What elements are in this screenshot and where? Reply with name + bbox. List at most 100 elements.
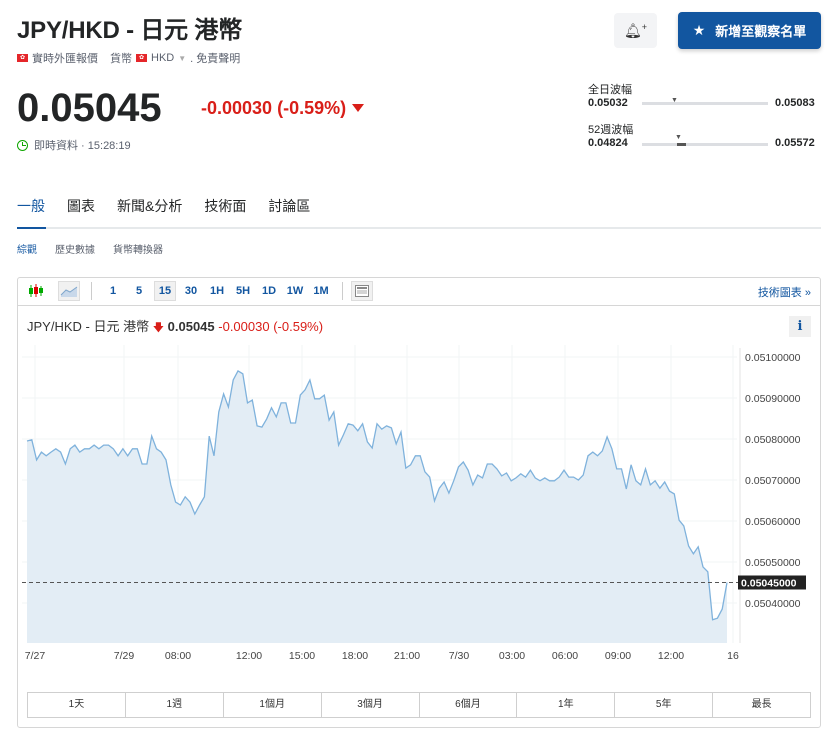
candlestick-icon[interactable] — [25, 281, 47, 301]
sub-tabs: 綜觀 歷史數據 貨幣轉換器 — [17, 241, 163, 256]
interval-1H[interactable]: 1H — [209, 285, 225, 297]
status-text: 即時資料 · 15:28:19 — [34, 140, 131, 152]
watchlist-label: 新增至觀察名單 — [715, 24, 807, 39]
layout-icon[interactable] — [351, 281, 373, 301]
y-tick-label: 0.05060000 — [745, 516, 801, 528]
x-tick-label: 7/30 — [449, 650, 470, 662]
period-button[interactable]: 6個月 — [420, 693, 518, 717]
technical-chart-link[interactable]: 技術圖表 » — [757, 287, 811, 299]
tab-chart[interactable]: 圖表 — [67, 198, 95, 214]
toolbar-divider — [342, 282, 343, 300]
quote-type: 實時外匯報價 — [32, 53, 98, 65]
week52-range-high: 0.05572 — [775, 137, 815, 149]
interval-5H[interactable]: 5H — [235, 285, 251, 297]
chart-instrument: JPY/HKD - 日元 港幣 — [27, 319, 150, 334]
interval-1[interactable]: 1 — [109, 285, 117, 297]
create-alert-button[interactable]: 🔔︎+ — [614, 13, 657, 48]
day-range-label: 全日波幅 — [588, 84, 632, 96]
x-tick-label: 7/29 — [114, 650, 135, 662]
week52-range-fill — [677, 143, 686, 146]
disclaimer-link[interactable]: . 免責聲明 — [190, 53, 241, 65]
add-to-watchlist-button[interactable]: ★ 新增至觀察名單 — [678, 12, 821, 49]
x-tick-label: 15:00 — [289, 650, 315, 662]
y-tick-label: 0.05050000 — [745, 557, 801, 569]
x-tick-label: 12:00 — [236, 650, 262, 662]
area-chart-icon[interactable] — [58, 281, 80, 301]
bell-plus-icon: 🔔︎+ — [623, 21, 648, 39]
period-button[interactable]: 1天 — [28, 693, 126, 717]
chart-change-percent: (-0.59%) — [273, 319, 324, 334]
period-button[interactable]: 1個月 — [224, 693, 322, 717]
tab-divider — [17, 227, 821, 229]
chart-title: JPY/HKD - 日元 港幣 🡇 0.05045 -0.00030 (-0.5… — [27, 316, 323, 338]
currency-select[interactable]: HKD — [151, 52, 175, 64]
y-tick-label: 0.05100000 — [745, 352, 801, 364]
data-status: 即時資料 · 15:28:19 — [17, 137, 131, 153]
down-triangle-icon — [352, 104, 365, 112]
day-range-bar — [642, 102, 768, 105]
chart-price: 0.05045 — [167, 319, 215, 334]
period-button[interactable]: 1週 — [126, 693, 224, 717]
interval-15[interactable]: 15 — [154, 281, 176, 301]
period-button[interactable]: 3個月 — [322, 693, 420, 717]
day-range-marker-icon: ▼ — [671, 97, 678, 104]
tab-general[interactable]: 一般 — [17, 198, 45, 214]
page-title: JPY/HKD - 日元 港幣 — [17, 17, 243, 44]
x-tick-label: 09:00 — [605, 650, 631, 662]
x-tick-label: 16 — [727, 650, 739, 662]
tab-news[interactable]: 新聞&分析 — [117, 198, 183, 214]
period-button[interactable]: 最長 — [751, 699, 772, 710]
x-tick-label: 12:00 — [658, 650, 684, 662]
y-tick-label: 0.05080000 — [745, 434, 801, 446]
interval-5[interactable]: 5 — [135, 285, 143, 297]
tab-technical[interactable]: 技術面 — [204, 198, 247, 214]
info-button[interactable]: i — [789, 316, 811, 337]
period-selector: 1天 1週 1個月 3個月 6個月 1年 5年 最長 — [27, 692, 811, 718]
subtab-converter[interactable]: 貨幣轉換器 — [113, 245, 163, 256]
down-arrow-icon: 🡇 — [152, 322, 165, 334]
last-price-label: 0.05045000 — [741, 578, 797, 590]
subtab-overview[interactable]: 綜觀 — [17, 245, 37, 256]
toolbar-divider — [91, 282, 92, 300]
period-button[interactable]: 1年 — [517, 693, 616, 717]
chart-toolbar: 1 5 15 30 1H 5H 1D 1W 1M 技術圖表 » — [17, 277, 821, 306]
period-button[interactable]: 5年 — [615, 693, 714, 717]
interval-group: 1 5 15 30 1H 5H 1D 1W 1M — [100, 281, 334, 301]
change-percent: (-0.59%) — [277, 98, 347, 118]
quote-meta: 實時外匯報價 貨幣 HKD ▼ . 免責聲明 — [17, 50, 240, 66]
clock-icon — [17, 139, 28, 151]
y-tick-label: 0.05040000 — [745, 598, 801, 610]
interval-1M[interactable]: 1M — [313, 285, 329, 297]
day-range-high: 0.05083 — [775, 97, 815, 109]
x-tick-label: 21:00 — [394, 650, 420, 662]
price-area — [27, 370, 727, 643]
interval-1W[interactable]: 1W — [286, 285, 304, 297]
chart-container — [17, 277, 821, 728]
x-tick-label: 06:00 — [552, 650, 578, 662]
price-line — [26, 369, 728, 621]
tab-forum[interactable]: 討論區 — [268, 198, 311, 214]
week52-range-marker-icon: ▼ — [675, 134, 682, 141]
interval-1D[interactable]: 1D — [261, 285, 277, 297]
interval-30[interactable]: 30 — [184, 285, 198, 297]
star-icon: ★ — [692, 22, 706, 38]
subtab-historical[interactable]: 歷史數據 — [55, 245, 95, 256]
x-tick-label: 08:00 — [165, 650, 191, 662]
price-change: -0.00030 (-0.59%) — [201, 98, 365, 119]
chart-change-value: -0.00030 — [218, 319, 270, 334]
last-price-tag — [738, 575, 806, 590]
y-tick-label: 0.05090000 — [745, 393, 801, 405]
change-value: -0.00030 — [201, 98, 273, 118]
x-tick-label: 18:00 — [342, 650, 368, 662]
chart-change: -0.00030 (-0.59%) — [218, 319, 323, 334]
last-price: 0.05045 — [17, 86, 162, 130]
week52-range-low: 0.04824 — [588, 137, 628, 149]
hk-flag-icon — [17, 54, 28, 62]
y-tick-label: 0.05070000 — [745, 475, 801, 487]
currency-label: 貨幣 — [110, 53, 132, 65]
chevron-down-icon[interactable]: ▼ — [178, 53, 187, 63]
active-tab-indicator — [17, 227, 46, 229]
main-tabs: 一般 圖表 新聞&分析 技術面 討論區 — [17, 196, 332, 216]
day-range-low: 0.05032 — [588, 97, 628, 109]
